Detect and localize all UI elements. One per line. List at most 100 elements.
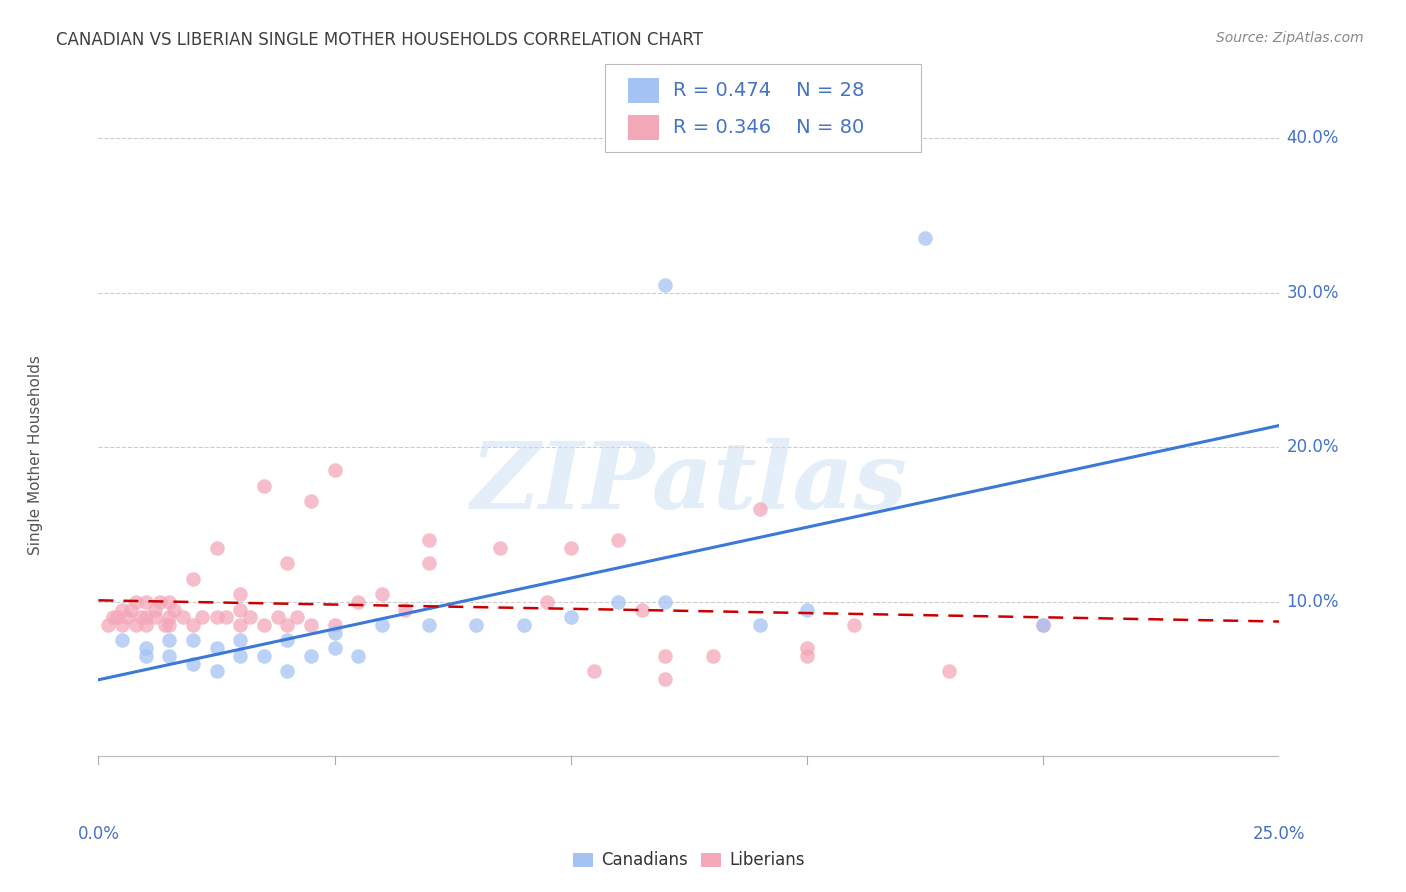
Text: 25.0%: 25.0% xyxy=(1253,825,1306,843)
Point xyxy=(111,618,134,632)
Point xyxy=(418,533,440,547)
Point xyxy=(135,641,157,656)
Point xyxy=(229,633,252,648)
Point xyxy=(115,610,138,624)
Point xyxy=(205,641,228,656)
Point xyxy=(938,665,960,679)
Point xyxy=(748,618,770,632)
Point xyxy=(181,618,204,632)
Point xyxy=(702,648,724,663)
Point xyxy=(229,648,252,663)
Point xyxy=(654,277,676,292)
Point xyxy=(205,541,228,555)
Point xyxy=(299,494,322,508)
Text: 30.0%: 30.0% xyxy=(1286,284,1339,301)
Point xyxy=(135,618,157,632)
Point xyxy=(323,641,346,656)
Point xyxy=(276,665,298,679)
Text: ZIPatlas: ZIPatlas xyxy=(471,438,907,528)
Point xyxy=(654,595,676,609)
Point xyxy=(135,648,157,663)
Point xyxy=(654,672,676,686)
Point xyxy=(105,610,128,624)
Point xyxy=(157,648,180,663)
Point xyxy=(418,556,440,570)
Point xyxy=(111,602,134,616)
Point xyxy=(229,618,252,632)
Point xyxy=(536,595,558,609)
Point xyxy=(285,610,308,624)
Point xyxy=(181,633,204,648)
Point xyxy=(181,572,204,586)
Point xyxy=(97,618,120,632)
Point xyxy=(267,610,290,624)
Point xyxy=(205,665,228,679)
Point xyxy=(418,618,440,632)
Point xyxy=(125,595,148,609)
Point xyxy=(253,479,276,493)
Point xyxy=(371,587,394,601)
Point xyxy=(253,618,276,632)
Point xyxy=(181,657,204,671)
Point xyxy=(191,610,214,624)
Text: 40.0%: 40.0% xyxy=(1286,129,1339,147)
Point xyxy=(111,633,134,648)
Text: 0.0%: 0.0% xyxy=(77,825,120,843)
Point xyxy=(465,618,488,632)
Point xyxy=(253,648,276,663)
Point xyxy=(276,618,298,632)
Point xyxy=(172,610,194,624)
Point xyxy=(121,602,143,616)
Point xyxy=(371,618,394,632)
Text: 20.0%: 20.0% xyxy=(1286,438,1339,456)
Point xyxy=(163,602,186,616)
Point xyxy=(205,610,228,624)
Point xyxy=(796,641,818,656)
Point xyxy=(323,625,346,640)
Text: Source: ZipAtlas.com: Source: ZipAtlas.com xyxy=(1216,31,1364,45)
Point xyxy=(276,556,298,570)
Point xyxy=(489,541,512,555)
Point xyxy=(347,648,370,663)
Point xyxy=(914,231,936,245)
Point xyxy=(560,541,582,555)
Legend: Canadians, Liberians: Canadians, Liberians xyxy=(568,847,810,874)
Point xyxy=(157,610,180,624)
Point xyxy=(796,648,818,663)
Text: R = 0.346    N = 80: R = 0.346 N = 80 xyxy=(673,118,865,137)
Text: Single Mother Households: Single Mother Households xyxy=(28,355,42,555)
Text: 10.0%: 10.0% xyxy=(1286,593,1339,611)
Point xyxy=(1032,618,1054,632)
Point xyxy=(796,602,818,616)
Point xyxy=(276,633,298,648)
Point xyxy=(135,595,157,609)
Point xyxy=(323,463,346,477)
Point xyxy=(143,602,166,616)
Text: CANADIAN VS LIBERIAN SINGLE MOTHER HOUSEHOLDS CORRELATION CHART: CANADIAN VS LIBERIAN SINGLE MOTHER HOUSE… xyxy=(56,31,703,49)
Point xyxy=(844,618,866,632)
Point xyxy=(1032,618,1054,632)
Point xyxy=(143,610,166,624)
Point xyxy=(630,602,652,616)
Point xyxy=(607,595,630,609)
Point xyxy=(299,648,322,663)
Point xyxy=(512,618,534,632)
Point xyxy=(394,602,416,616)
Point xyxy=(347,595,370,609)
Point xyxy=(748,502,770,516)
Point xyxy=(149,595,172,609)
Point xyxy=(215,610,238,624)
Point xyxy=(157,633,180,648)
Point xyxy=(229,602,252,616)
Point xyxy=(299,618,322,632)
Point xyxy=(560,610,582,624)
Point xyxy=(229,587,252,601)
Point xyxy=(129,610,152,624)
Point xyxy=(125,618,148,632)
Point xyxy=(323,618,346,632)
Point xyxy=(239,610,262,624)
Text: R = 0.474    N = 28: R = 0.474 N = 28 xyxy=(673,81,865,100)
Point xyxy=(607,533,630,547)
Point xyxy=(153,618,176,632)
Point xyxy=(583,665,606,679)
